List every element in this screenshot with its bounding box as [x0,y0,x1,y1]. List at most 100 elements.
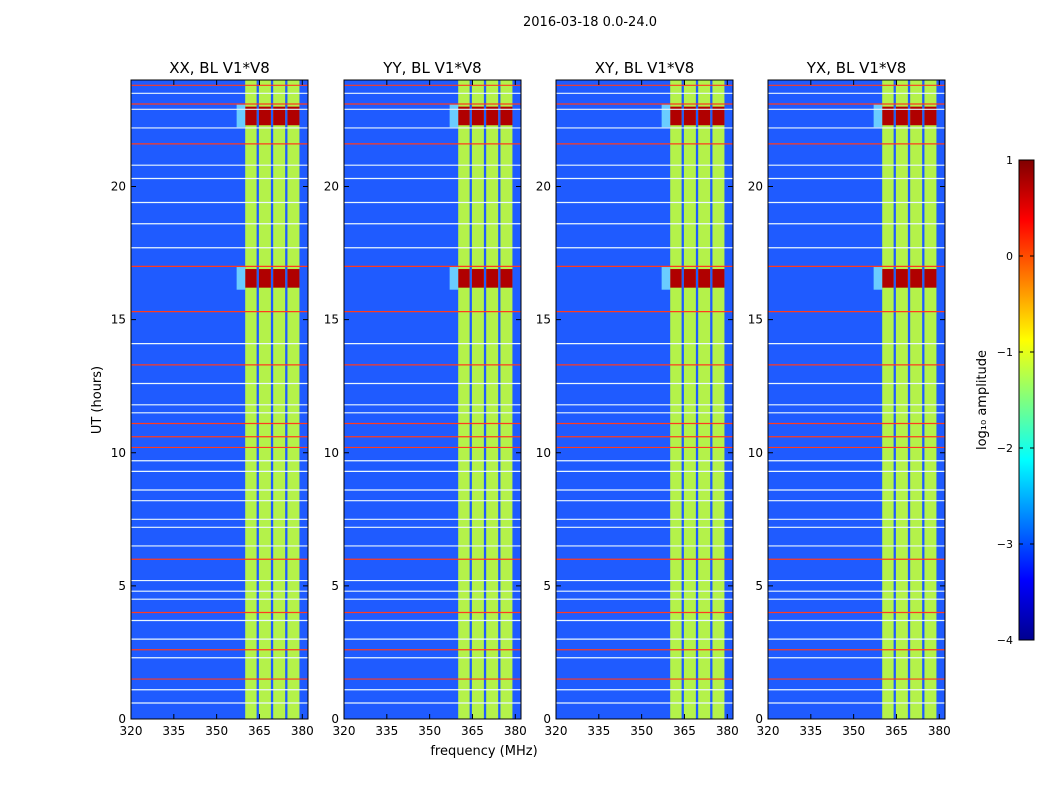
colorbar: 1 0 −1 −2 −3 −4 log₁₀ amplitude [975,154,1035,647]
x-tick-label: 365 [885,724,908,738]
rfi-block [924,269,937,288]
rfi-block [258,269,271,288]
y-tick-label: 10 [748,446,763,460]
y-tick-label: 20 [324,180,339,194]
x-tick-label: 365 [248,724,271,738]
x-tick-label: 350 [205,724,228,738]
panel-title: YX, BL V1*V8 [806,59,907,77]
x-tick-label: 320 [333,724,356,738]
band-segment [273,80,286,719]
rfi-block [924,106,937,126]
rfi-block [882,269,894,288]
rfi-halo [236,104,246,128]
y-tick-label: 0 [755,712,763,726]
y-tick-label: 0 [543,712,551,726]
y-tick-label: 5 [118,579,126,593]
y-tick-label: 10 [324,446,339,460]
rfi-halo [873,267,883,290]
y-tick-label: 10 [536,446,551,460]
band-segment [882,80,894,719]
x-tick-label: 365 [461,724,484,738]
x-tick-label: 335 [587,724,610,738]
y-tick-label: 15 [111,313,126,327]
colorbar-label: log₁₀ amplitude [975,350,990,450]
x-tick-label: 380 [716,724,739,738]
heatmap [556,80,733,719]
colorbar-gradient [1018,159,1035,641]
rfi-block [486,269,499,288]
x-tick-label: 320 [757,724,780,738]
figure-suptitle: 2016-03-18 0.0-24.0 [523,15,657,30]
band-segment [245,80,257,719]
panel-yy: YY, BL V1*V8 320 335 350 365 380 0 5 10 15 20 [324,59,527,738]
y-tick-label: 15 [748,313,763,327]
x-tick-label: 320 [545,724,568,738]
rfi-block [458,106,470,126]
y-tick-label: 20 [111,180,126,194]
band-segment [910,80,923,719]
rfi-block [895,269,908,288]
y-tick-label: 20 [748,180,763,194]
rfi-halo [236,267,246,290]
x-tick-label: 380 [504,724,527,738]
band-segment [712,80,725,719]
y-tick-label: 5 [331,579,339,593]
rfi-block [712,106,725,126]
colorbar-tick-label: −4 [997,634,1013,647]
x-tick-label: 350 [842,724,865,738]
x-tick-label: 365 [673,724,696,738]
band-segment [698,80,711,719]
rfi-block [245,269,257,288]
rfi-block [670,106,682,126]
x-tick-label: 335 [799,724,822,738]
x-tick-label: 335 [375,724,398,738]
rfi-block [910,269,923,288]
panel-frame [767,79,946,720]
panel-xx: XX, BL V1*V8 320 335 350 365 380 0 5 10 15 20 [111,59,314,738]
panel-frame [555,79,734,720]
rfi-block [683,106,696,126]
y-tick-label: 0 [118,712,126,726]
rfi-block [698,106,711,126]
rfi-block [910,106,923,126]
y-tick-label: 5 [543,579,551,593]
x-tick-label: 380 [928,724,951,738]
rfi-block [471,269,484,288]
rfi-block [486,106,499,126]
rfi-block [273,269,286,288]
rfi-halo [449,104,459,128]
band-segment [683,80,696,719]
rfi-halo [661,104,671,128]
y-tick-label: 10 [111,446,126,460]
y-axis-label: UT (hours) [90,366,105,434]
y-tick-label: 15 [536,313,551,327]
rfi-block [245,106,257,126]
panel-xy: XY, BL V1*V8 320 335 350 365 380 0 5 10 15 20 [536,59,739,738]
colorbar-tick-label: 0 [1006,250,1013,263]
rfi-block [500,106,513,126]
band-segment [458,80,470,719]
x-axis-label: frequency (MHz) [430,744,537,759]
rfi-block [500,269,513,288]
x-tick-label: 350 [630,724,653,738]
panel-title: XY, BL V1*V8 [595,59,695,77]
band-segment [258,80,271,719]
heatmap [344,80,521,719]
rfi-block [670,269,682,288]
x-tick-label: 350 [418,724,441,738]
rfi-block [471,106,484,126]
y-tick-label: 5 [755,579,763,593]
heatmap [768,80,945,719]
band-segment [670,80,682,719]
colorbar-tick-label: −2 [997,442,1013,455]
rfi-halo [661,267,671,290]
rfi-block [287,269,300,288]
band-segment [895,80,908,719]
panel-yx: YX, BL V1*V8 320 335 350 365 380 0 5 10 15 20 [748,59,951,738]
colorbar-tick-label: 1 [1006,154,1013,167]
rfi-block [895,106,908,126]
x-tick-label: 320 [120,724,143,738]
rfi-block [698,269,711,288]
panel-title: YY, BL V1*V8 [382,59,481,77]
